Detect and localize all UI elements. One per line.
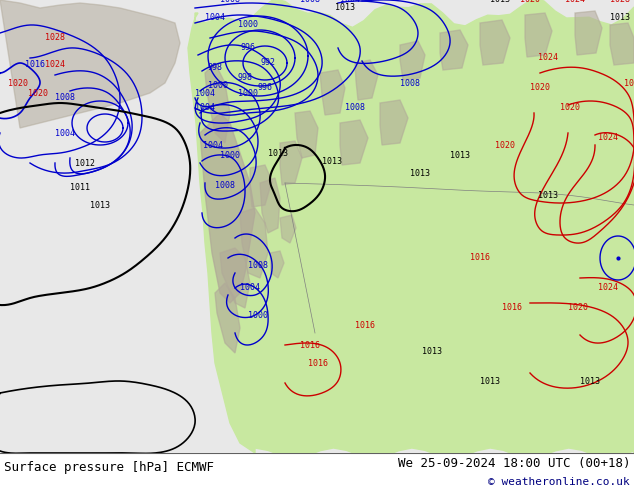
Text: 1016: 1016	[355, 320, 375, 329]
Text: 1004: 1004	[195, 103, 215, 113]
Polygon shape	[440, 30, 468, 70]
Text: 1020: 1020	[568, 303, 588, 313]
Text: 1013: 1013	[90, 200, 110, 210]
Text: 1016: 1016	[300, 341, 320, 349]
Polygon shape	[280, 141, 302, 185]
Text: 1004: 1004	[240, 284, 260, 293]
Text: 1024: 1024	[598, 284, 618, 293]
Text: 1008: 1008	[345, 103, 365, 113]
Text: 1016: 1016	[25, 60, 45, 70]
Polygon shape	[280, 215, 296, 243]
Polygon shape	[250, 165, 272, 207]
Text: 1024: 1024	[598, 133, 618, 143]
Text: We 25-09-2024 18:00 UTC (00+18): We 25-09-2024 18:00 UTC (00+18)	[398, 457, 630, 470]
Polygon shape	[220, 248, 250, 308]
Text: © weatheronline.co.uk: © weatheronline.co.uk	[488, 477, 630, 487]
Text: 996: 996	[257, 83, 273, 93]
Polygon shape	[480, 20, 510, 65]
Text: 1008: 1008	[220, 0, 240, 4]
Text: 996: 996	[240, 44, 256, 52]
Text: 1016: 1016	[470, 253, 490, 263]
Polygon shape	[400, 41, 425, 80]
Text: 1000: 1000	[248, 311, 268, 319]
Polygon shape	[0, 0, 180, 128]
Polygon shape	[340, 120, 368, 165]
Text: 1004: 1004	[205, 14, 225, 23]
Text: 1016: 1016	[502, 303, 522, 313]
Text: 1004: 1004	[340, 0, 360, 4]
Polygon shape	[295, 111, 318, 158]
Text: 1004: 1004	[195, 89, 215, 98]
Text: 10: 10	[624, 78, 634, 88]
Text: 1008: 1008	[300, 0, 320, 4]
Text: 992: 992	[261, 58, 276, 68]
Text: 1020: 1020	[520, 0, 540, 4]
Text: 1000: 1000	[238, 21, 258, 29]
Text: 1013: 1013	[490, 0, 510, 4]
Text: 1020: 1020	[495, 141, 515, 149]
Text: 1020: 1020	[530, 83, 550, 93]
Polygon shape	[610, 23, 634, 65]
Polygon shape	[380, 100, 408, 145]
Text: 1013: 1013	[480, 376, 500, 386]
Polygon shape	[215, 283, 240, 353]
Polygon shape	[355, 60, 378, 100]
Text: 1008: 1008	[55, 94, 75, 102]
Text: 1020: 1020	[8, 78, 28, 88]
Text: 1024: 1024	[565, 0, 585, 4]
Text: 1013: 1013	[610, 14, 630, 23]
Polygon shape	[270, 251, 284, 278]
Text: 1028: 1028	[610, 0, 630, 4]
Text: 1020: 1020	[560, 103, 580, 113]
Polygon shape	[188, 0, 634, 458]
Text: 1008: 1008	[400, 78, 420, 88]
Text: 1013: 1013	[450, 150, 470, 160]
Text: 1012: 1012	[75, 158, 95, 168]
Text: 1000: 1000	[238, 89, 258, 98]
Text: 1024: 1024	[45, 60, 65, 70]
Polygon shape	[200, 113, 255, 303]
Text: 1028: 1028	[45, 33, 65, 43]
Polygon shape	[205, 63, 230, 143]
Text: 1008: 1008	[248, 261, 268, 270]
Text: 1000: 1000	[208, 80, 228, 90]
Text: 1000: 1000	[220, 150, 240, 160]
Polygon shape	[320, 70, 345, 115]
Text: 1011: 1011	[70, 183, 90, 193]
Text: 1013: 1013	[268, 148, 288, 157]
Text: 998: 998	[238, 74, 252, 82]
Text: 1013: 1013	[335, 3, 355, 13]
Polygon shape	[575, 11, 602, 55]
Text: Surface pressure [hPa] ECMWF: Surface pressure [hPa] ECMWF	[4, 461, 214, 474]
Text: 1013: 1013	[580, 376, 600, 386]
Text: 1024: 1024	[538, 53, 558, 63]
Text: 1013: 1013	[422, 346, 442, 356]
Polygon shape	[260, 178, 280, 233]
Text: 1020: 1020	[28, 89, 48, 98]
Text: 1004: 1004	[55, 128, 75, 138]
Text: 1016: 1016	[308, 359, 328, 368]
Text: 1008: 1008	[215, 180, 235, 190]
Text: 1013: 1013	[538, 191, 558, 199]
Polygon shape	[240, 208, 268, 278]
Text: 1013: 1013	[410, 169, 430, 177]
Text: 1004: 1004	[203, 141, 223, 149]
Text: 998: 998	[207, 64, 223, 73]
Polygon shape	[525, 13, 552, 57]
Text: 1013: 1013	[322, 156, 342, 166]
